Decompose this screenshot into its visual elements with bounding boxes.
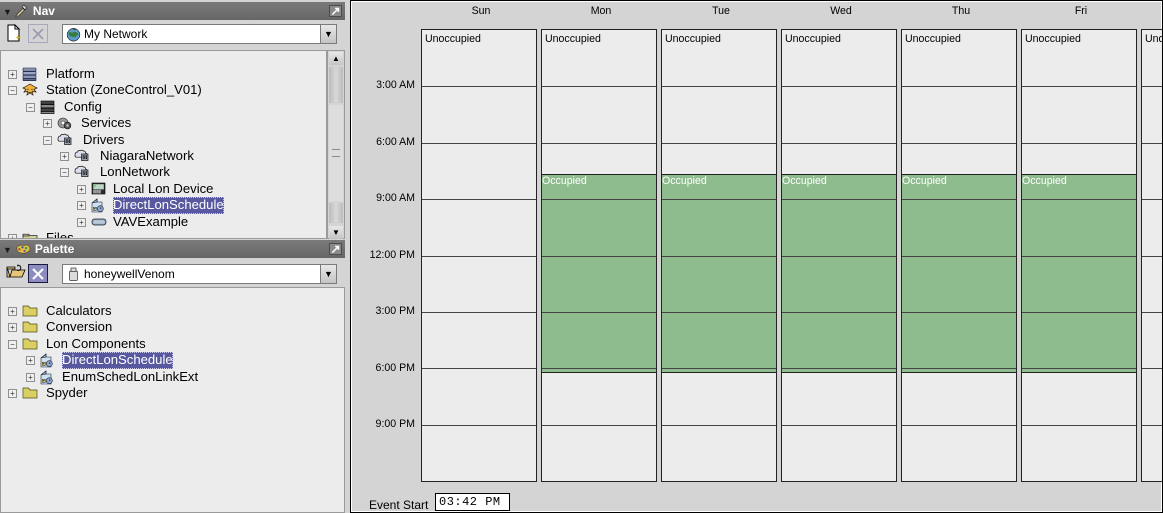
svg-text:✦: ✦ (15, 34, 21, 42)
